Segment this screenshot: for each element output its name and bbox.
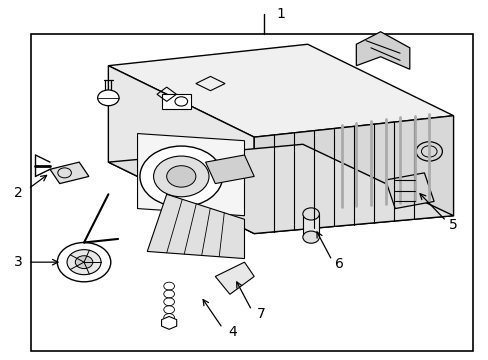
Text: 7: 7 bbox=[257, 307, 265, 321]
Polygon shape bbox=[108, 144, 453, 234]
Text: 4: 4 bbox=[227, 325, 236, 339]
Bar bbox=[30, 33, 472, 351]
Polygon shape bbox=[50, 162, 89, 184]
Polygon shape bbox=[161, 316, 176, 329]
Polygon shape bbox=[137, 134, 244, 216]
Text: 5: 5 bbox=[448, 218, 457, 231]
Polygon shape bbox=[147, 194, 244, 258]
Circle shape bbox=[98, 90, 119, 106]
Circle shape bbox=[75, 256, 93, 269]
Polygon shape bbox=[108, 44, 453, 137]
Circle shape bbox=[153, 156, 208, 197]
Bar bbox=[162, 94, 191, 109]
Bar bbox=[302, 214, 318, 237]
Circle shape bbox=[166, 166, 196, 187]
Polygon shape bbox=[385, 173, 433, 208]
Polygon shape bbox=[254, 116, 453, 234]
Circle shape bbox=[57, 243, 111, 282]
Text: 2: 2 bbox=[14, 185, 23, 199]
Circle shape bbox=[302, 208, 319, 220]
Circle shape bbox=[140, 146, 222, 207]
Text: 3: 3 bbox=[14, 255, 23, 269]
Circle shape bbox=[302, 231, 319, 243]
Polygon shape bbox=[356, 32, 409, 69]
Text: 1: 1 bbox=[276, 7, 285, 21]
Polygon shape bbox=[205, 155, 254, 184]
Circle shape bbox=[67, 249, 101, 275]
Text: 6: 6 bbox=[334, 257, 343, 271]
Polygon shape bbox=[108, 66, 254, 234]
Polygon shape bbox=[215, 262, 254, 294]
